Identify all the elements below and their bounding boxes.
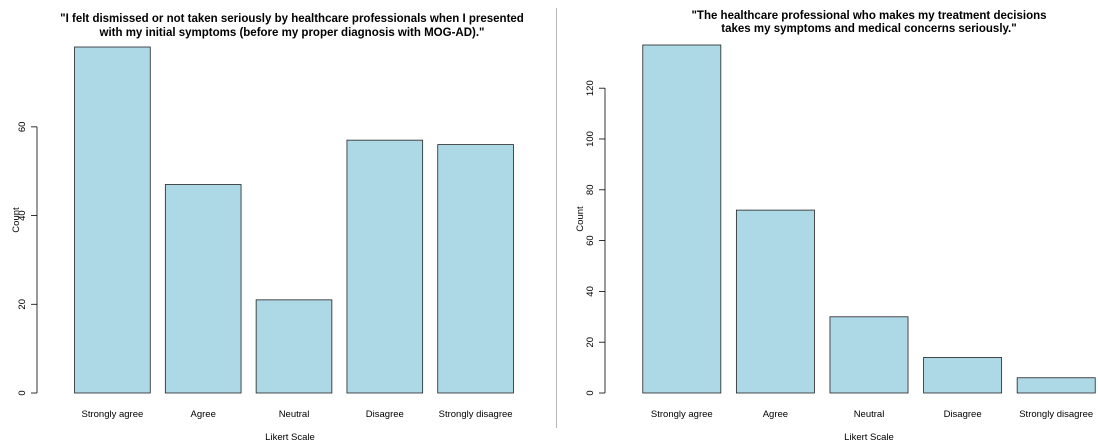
right-y-tick-label: 20 [585, 337, 596, 348]
right-bar-disagree [923, 357, 1003, 394]
right-bar-strongly-agree [642, 44, 722, 394]
right-y-tick-label: 100 [585, 131, 596, 147]
left-x-tick-label: Strongly agree [82, 409, 144, 420]
left-x-tick-label: Disagree [366, 409, 404, 420]
panel-divider [556, 8, 557, 428]
left-y-tick-label: 20 [17, 299, 28, 310]
right-y-tick-label: 40 [585, 286, 596, 297]
right-y-axis-label: Count [575, 206, 586, 232]
right-bar-agree [735, 209, 815, 394]
left-bar-agree [164, 184, 242, 394]
right-x-tick-label: Strongly disagree [1019, 409, 1093, 420]
left-bar-neutral [255, 299, 333, 394]
left-bar-strongly-agree [74, 46, 151, 394]
right-bar-strongly-disagree [1016, 377, 1096, 394]
right-y-tick-label: 120 [585, 80, 596, 96]
left-x-tick-label: Neutral [279, 409, 310, 420]
left-chart-title-line1: "I felt dismissed or not taken seriously… [60, 13, 524, 25]
right-y-tick-label: 80 [585, 184, 596, 195]
right-x-axis-label: Likert Scale [844, 432, 894, 442]
left-y-axis-label: Count [11, 207, 22, 233]
right-x-tick-label: Neutral [854, 409, 885, 420]
chart-left: "I felt dismissed or not taken seriously… [11, 13, 524, 442]
right-y-tick-label: 60 [585, 235, 596, 246]
chart-right-svg: "The healthcare professional who makes m… [575, 10, 1096, 442]
right-chart-title-line1: "The healthcare professional who makes m… [691, 10, 1046, 22]
left-chart-title-line2: with my initial symptoms (before my prop… [99, 27, 485, 39]
left-y-tick-label: 0 [17, 390, 28, 395]
left-x-tick-label: Strongly disagree [439, 409, 513, 420]
right-x-tick-label: Agree [763, 409, 788, 420]
right-y-tick-label: 0 [585, 390, 596, 395]
left-y-tick-label: 60 [17, 122, 28, 133]
chart-right: "The healthcare professional who makes m… [557, 0, 1098, 442]
right-bar-neutral [829, 316, 909, 394]
right-x-tick-label: Strongly agree [651, 409, 713, 420]
left-y-tick-label: 40 [17, 210, 28, 221]
right-chart-title-line2: takes my symptoms and medical concerns s… [721, 23, 1016, 35]
left-x-tick-label: Agree [191, 409, 216, 420]
left-x-axis-label: Likert Scale [265, 432, 315, 442]
left-bar-strongly-disagree [437, 144, 514, 394]
right-x-tick-label: Disagree [944, 409, 982, 420]
chart-left-svg: "I felt dismissed or not taken seriously… [11, 13, 524, 442]
left-bar-disagree [346, 139, 424, 394]
